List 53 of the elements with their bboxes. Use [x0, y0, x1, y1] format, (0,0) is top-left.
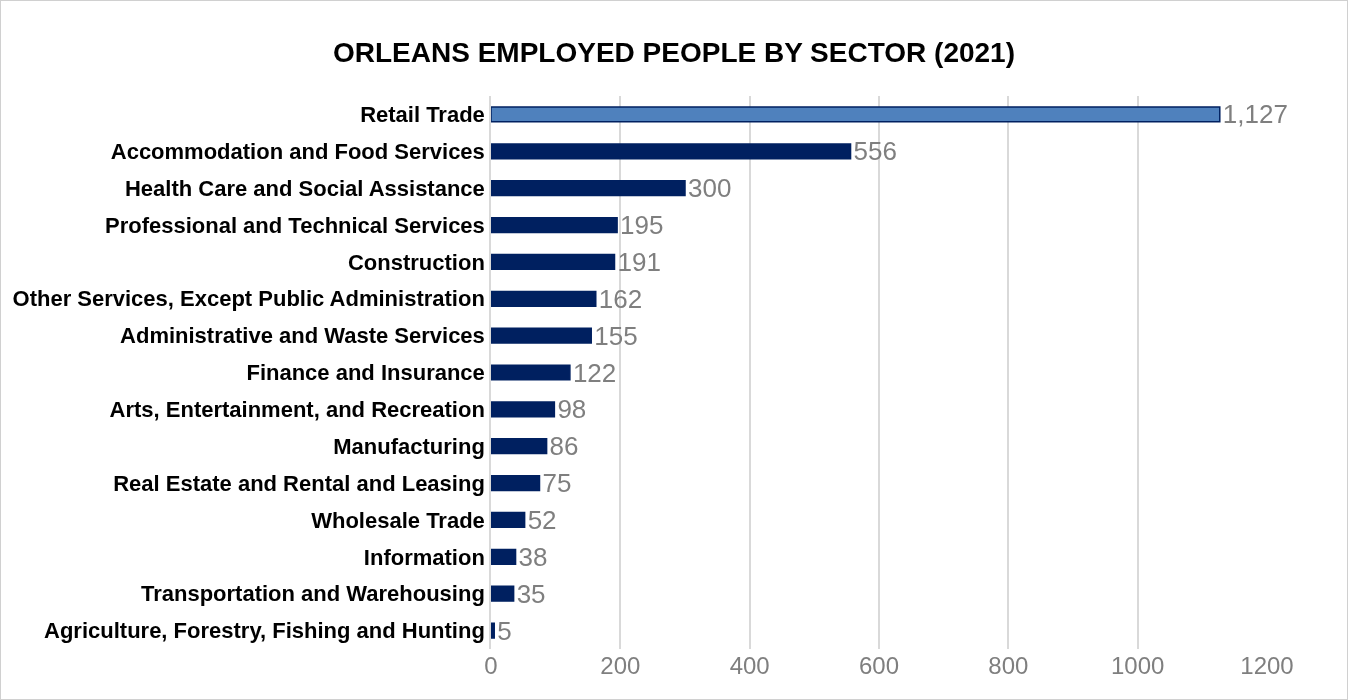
bar: [491, 290, 597, 307]
data-label: 162: [598, 283, 643, 314]
x-tick-label: 1200: [1240, 652, 1294, 679]
x-tick-label: 200: [600, 652, 641, 679]
bar: [491, 216, 618, 234]
bar: [491, 143, 852, 160]
bar: [491, 585, 515, 602]
y-tick-label: Retail Trade: [360, 102, 485, 128]
y-tick-label: Wholesale Trade: [311, 507, 485, 533]
data-label: 52: [527, 504, 557, 535]
bar: [491, 438, 548, 455]
bar: [491, 511, 526, 529]
y-tick-label: Health Care and Social Assistance: [124, 175, 485, 201]
y-tick-label: Manufacturing: [333, 433, 485, 459]
x-tick-label: 400: [729, 652, 770, 679]
y-tick-label: Construction: [347, 249, 485, 275]
data-label: 1,127: [1222, 99, 1288, 130]
y-tick-label: Accommodation and Food Services: [110, 139, 485, 164]
data-label: 98: [557, 394, 587, 425]
data-label: 75: [542, 468, 572, 499]
y-tick-label: Other Services, Except Public Administration: [12, 286, 485, 312]
bar: [491, 401, 556, 418]
chart-title: ORLEANS EMPLOYED PEOPLE BY SECTOR (2021): [332, 37, 1016, 69]
bar: [491, 327, 592, 344]
x-tick-label: 800: [988, 652, 1029, 679]
bar: [491, 622, 495, 639]
y-tick-label: Administrative and Waste Services: [120, 323, 485, 349]
bar: [491, 253, 616, 271]
y-tick-label: Arts, Entertainment, and Recreation: [109, 397, 485, 423]
data-label: 300: [688, 173, 732, 204]
y-tick-label: Information: [363, 544, 485, 570]
y-tick-label: Real Estate and Rental and Leasing: [113, 470, 485, 496]
data-label: 5: [497, 615, 512, 646]
data-label: 191: [617, 246, 661, 277]
data-label: 35: [516, 578, 546, 609]
data-label: 86: [549, 431, 579, 462]
bar: [491, 364, 571, 381]
data-label: 195: [620, 210, 664, 241]
bar: [491, 106, 1221, 123]
data-label: 155: [594, 320, 638, 351]
x-tick-label: 1000: [1110, 652, 1165, 679]
x-tick-label: 0: [484, 652, 498, 679]
bar: [491, 548, 517, 565]
y-tick-label: Transportation and Warehousing: [140, 581, 485, 607]
data-label: 556: [853, 136, 897, 167]
y-tick-label: Professional and Technical Services: [104, 212, 485, 238]
bar: [491, 180, 686, 197]
y-tick-label: Agriculture, Forestry, Fishing and Hunting: [44, 618, 485, 644]
bar: [491, 474, 541, 492]
data-label: 122: [572, 357, 617, 388]
x-tick-label: 600: [858, 652, 900, 679]
data-label: 38: [518, 541, 548, 572]
y-tick-label: Finance and Insurance: [246, 360, 485, 386]
